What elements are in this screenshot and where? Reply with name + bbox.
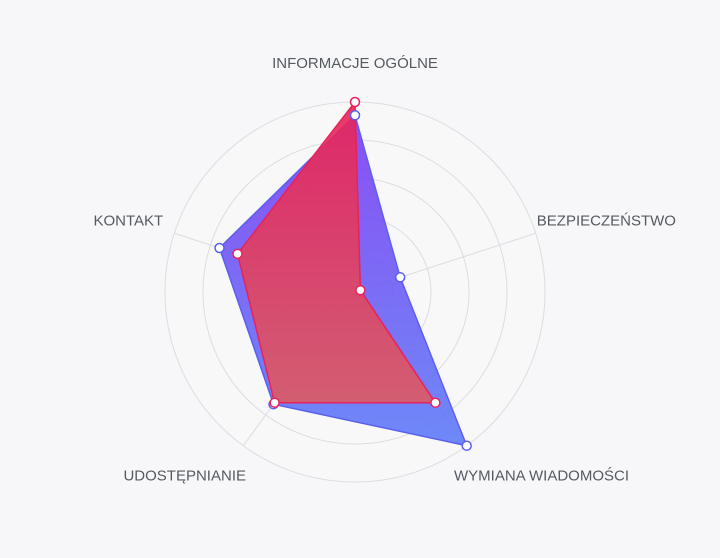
axis-label: UDOSTĘPNIANIE xyxy=(123,467,246,484)
axis-label: INFORMACJE OGÓLNE xyxy=(272,55,438,72)
axis-labels: INFORMACJE OGÓLNE BEZPIECZEŃSTWO WYMIANA W… xyxy=(93,55,676,485)
radar-series xyxy=(214,96,472,451)
series-area-2 xyxy=(236,99,437,404)
data-point[interactable] xyxy=(232,248,243,260)
data-point[interactable] xyxy=(214,242,225,254)
data-point[interactable] xyxy=(394,272,406,283)
data-point[interactable] xyxy=(430,397,441,408)
axis-label: BEZPIECZEŃSTWO xyxy=(537,212,676,229)
data-point[interactable] xyxy=(349,96,361,108)
data-point[interactable] xyxy=(349,110,361,121)
data-point[interactable] xyxy=(355,284,366,296)
axis-label: KONTAKT xyxy=(93,212,163,229)
data-point[interactable] xyxy=(269,397,280,408)
axis-label: WYMIANA WIADOMOŚCI xyxy=(454,466,629,484)
data-point[interactable] xyxy=(461,440,472,451)
